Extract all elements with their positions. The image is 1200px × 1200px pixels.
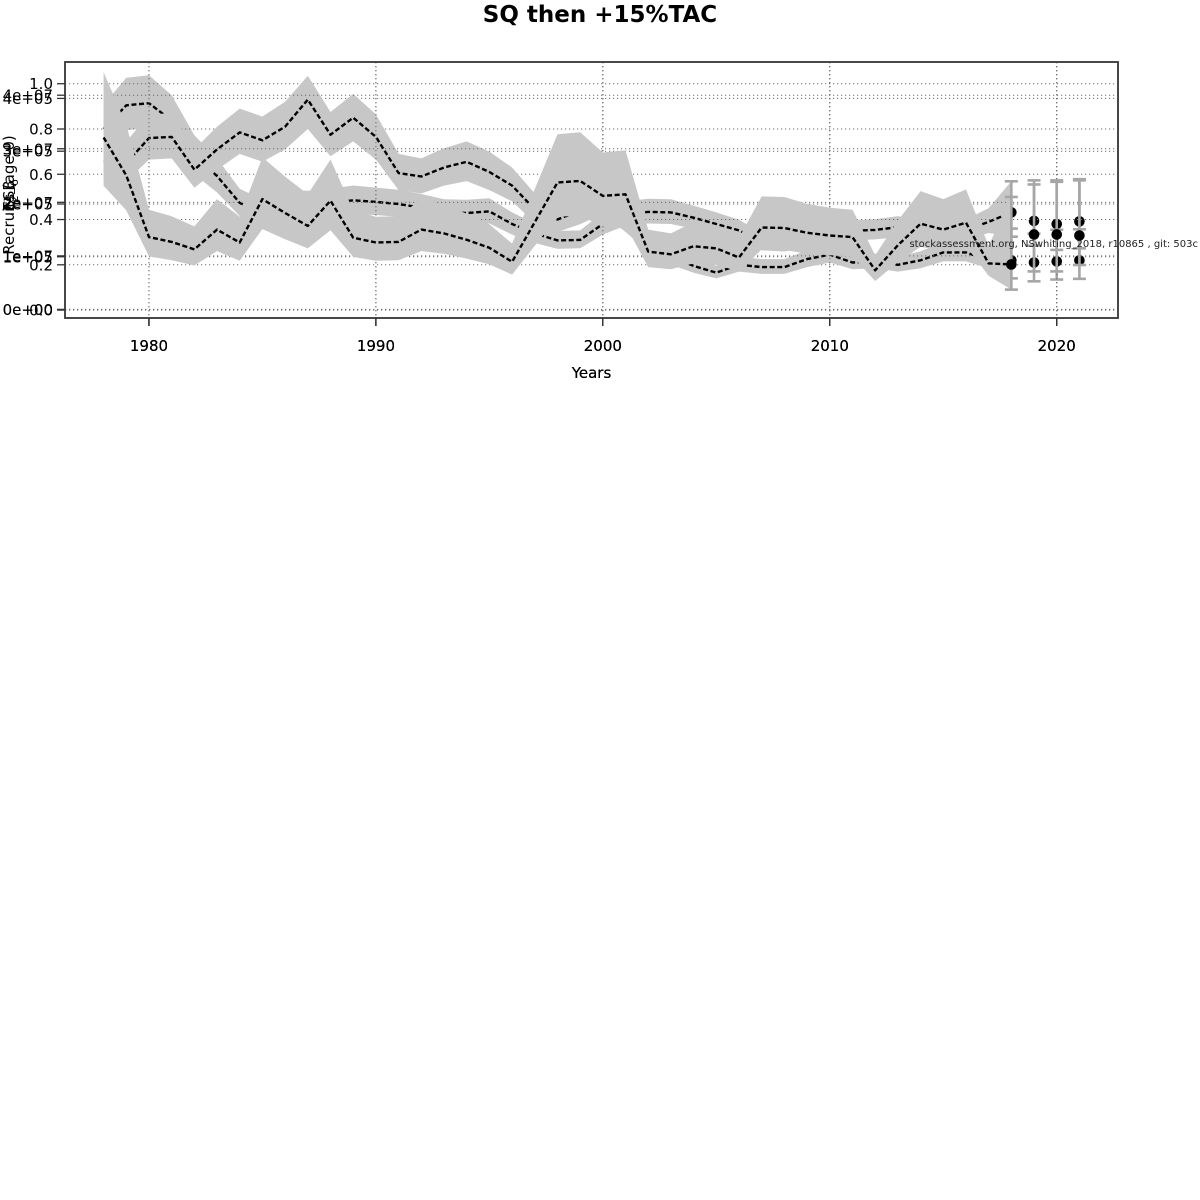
y-tick-label: 2e+05 <box>3 195 53 213</box>
mean-line <box>102 136 1012 272</box>
y-tick-label: 0e+00 <box>3 301 53 319</box>
y-tick-label: 0.0 <box>29 302 53 320</box>
x-tick-label: 2010 <box>811 337 849 355</box>
x-tick-label: 2010 <box>811 337 849 355</box>
confidence-band <box>103 72 1012 290</box>
x-tick-label: 1980 <box>130 337 168 355</box>
y-tick-label: 4e+07 <box>3 87 53 105</box>
x-tick-label: 1980 <box>130 337 168 355</box>
x-tick-label: 2000 <box>584 337 622 355</box>
forecast-dot <box>1006 259 1017 270</box>
x-axis-label: Years <box>571 364 612 382</box>
x-tick-label: 1990 <box>357 337 395 355</box>
x-tick-label: 1990 <box>357 337 395 355</box>
y-tick-label: 0.8 <box>29 120 53 138</box>
forecast-dot <box>1051 229 1063 240</box>
x-axis-label: Years <box>571 364 612 382</box>
recruits-panel: 1980 1990 2000 2010 2020 0e+00 1e+07 2e+07 3e+07… <box>0 61 1198 382</box>
x-tick-label: 2020 <box>1038 337 1076 355</box>
y-tick-label: 1.0 <box>29 75 53 93</box>
y-tick-label: 0.2 <box>29 256 53 274</box>
y-axis-label: SSB <box>0 180 18 209</box>
y-tick-label: 3e+07 <box>3 140 53 158</box>
y-tick-label: 1e+07 <box>3 247 53 265</box>
y-tick-label: 4e+05 <box>3 90 53 108</box>
y-tick-label: 0.4 <box>29 211 53 229</box>
y-axis-label: Recruits (age 0) <box>0 135 18 255</box>
plot-border <box>64 61 1119 319</box>
forecast-dot <box>1028 229 1040 240</box>
watermark-text: stockassessment.org, NSwhiting_2018, r10… <box>909 239 1198 250</box>
x-tick-label: 2020 <box>1038 337 1076 355</box>
x-tick-label: 2000 <box>584 337 622 355</box>
x-axis-label: Years <box>571 364 612 382</box>
x-tick-label: 1990 <box>357 337 395 355</box>
y-tick-label: 2e+07 <box>3 194 53 212</box>
x-tick-label: 2000 <box>584 337 622 355</box>
forecast-dot <box>1074 230 1085 241</box>
confidence-band <box>103 75 1012 279</box>
y-axis-label: F2−6 <box>0 179 21 211</box>
x-tick-label: 2020 <box>1038 337 1076 355</box>
x-tick-label: 1980 <box>130 337 168 355</box>
y-tick-label: 1e+05 <box>3 248 53 266</box>
y-tick-label: 0e+00 <box>3 301 53 319</box>
x-tick-label: 2010 <box>811 337 849 355</box>
y-tick-label: 3e+05 <box>3 143 53 161</box>
y-tick-label: 0.6 <box>29 166 53 184</box>
page-title: SQ then +15%TAC <box>482 2 718 28</box>
